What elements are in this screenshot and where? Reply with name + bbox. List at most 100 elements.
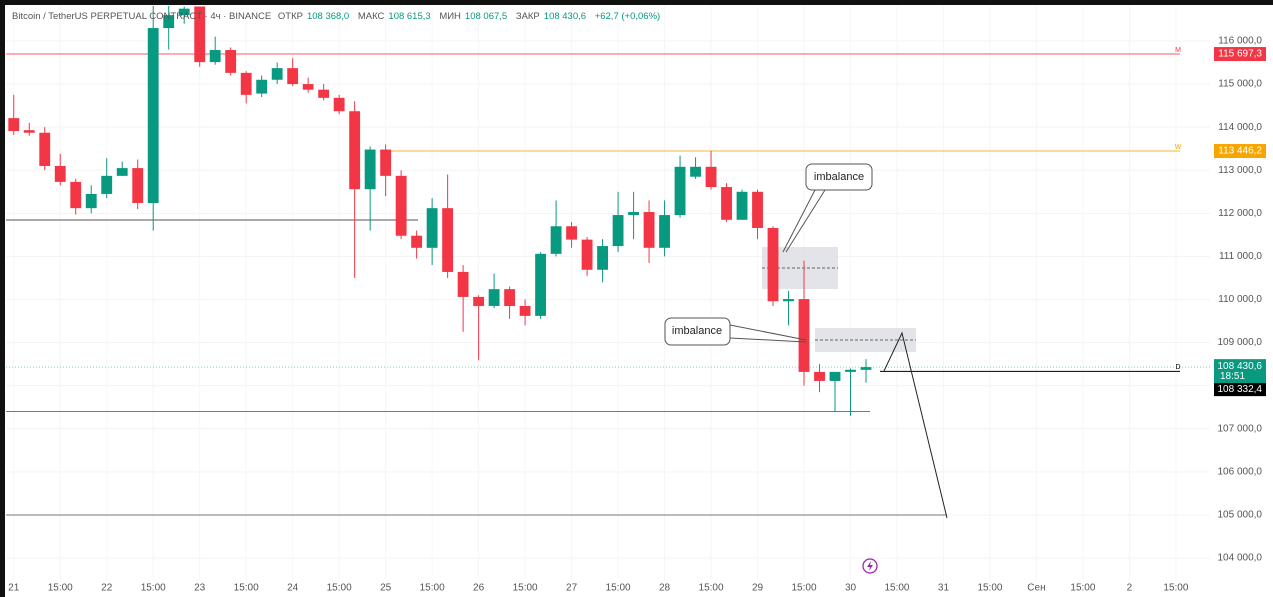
x-tick-label: 28 <box>659 583 671 594</box>
header: Bitcoin / TetherUS PERPETUAL CONTRACT · … <box>12 11 666 22</box>
x-tick-label: 15:00 <box>420 583 445 594</box>
candle-body <box>845 369 856 372</box>
y-tick-label: 109 000,0 <box>1218 337 1263 348</box>
y-tick-label: 112 000,0 <box>1218 208 1262 219</box>
candle-body <box>612 215 624 247</box>
x-tick-label: Сен <box>1027 583 1045 594</box>
event-icon[interactable] <box>862 558 878 574</box>
candle-body <box>178 8 190 16</box>
y-tick-label: 110 000,0 <box>1218 294 1262 305</box>
candle-body <box>287 68 299 85</box>
candle-body <box>163 15 175 29</box>
candle-body <box>209 50 221 63</box>
x-tick-label: 15:00 <box>977 583 1002 594</box>
x-tick-label: 15:00 <box>792 583 817 594</box>
candle-body <box>550 226 562 254</box>
candle-body <box>395 175 407 236</box>
x-tick-label: 15:00 <box>513 583 538 594</box>
x-tick-label: 15:00 <box>327 583 352 594</box>
y-tick-label: 115 000,0 <box>1218 79 1262 90</box>
change: +62,7 (+0,06%) <box>594 11 661 22</box>
candle-body <box>333 97 345 112</box>
callout-box <box>664 317 731 346</box>
ohlc-label: ЗАКР <box>515 11 540 22</box>
candle-body <box>736 191 748 220</box>
x-tick-label: 27 <box>566 583 578 594</box>
price-badge <box>1214 382 1266 397</box>
ohlc-label: МИН <box>439 11 461 22</box>
ohlc-label: МАКС <box>357 11 385 22</box>
x-tick-label: 26 <box>473 583 485 594</box>
projection-path <box>883 331 948 519</box>
y-tick-label: 107 000,0 <box>1218 423 1263 434</box>
y-tick-label: 116 000,0 <box>1218 36 1262 47</box>
candle-body <box>597 246 608 270</box>
axes: 104 000,0 105 000,0 106 000,0 107 000,0 108 … <box>8 36 1266 594</box>
x-tick-label: 22 <box>101 583 113 594</box>
ohlc-label: ОТКР <box>277 11 303 22</box>
candle-body <box>488 289 500 306</box>
candle-body <box>411 235 423 248</box>
candle-body <box>690 166 701 177</box>
x-tick-label: 31 <box>938 583 950 594</box>
candle-body <box>798 299 810 372</box>
candle-body <box>70 181 82 209</box>
x-tick-label: 15:00 <box>699 583 724 594</box>
current-price-badge <box>1214 359 1266 384</box>
candle-body <box>116 168 128 176</box>
x-tick-label: 25 <box>380 583 392 594</box>
candle-body <box>659 215 670 248</box>
candle-body <box>271 68 283 80</box>
level-tag: D <box>1175 364 1180 371</box>
candle-body <box>23 130 35 133</box>
candle-body <box>519 305 531 316</box>
x-tick-label: 21 <box>8 583 20 594</box>
candle-body <box>240 72 252 95</box>
callout-pointer <box>782 189 826 253</box>
ohlc-value: 108 067,5 <box>464 11 508 22</box>
candle-body <box>705 166 717 188</box>
candle-body <box>302 84 314 90</box>
candle-body <box>225 50 237 73</box>
candle-body <box>504 289 516 306</box>
candle-body <box>829 371 841 381</box>
y-tick-label: 113 000,0 <box>1218 165 1262 176</box>
callouts: imbalance imbalance <box>664 163 873 346</box>
candle-body <box>457 271 469 297</box>
x-tick-label: 30 <box>845 583 857 594</box>
candle-body <box>566 226 578 240</box>
x-tick-label: 15:00 <box>48 583 73 594</box>
candles <box>8 6 872 416</box>
symbol: Bitcoin / TetherUS PERPETUAL CONTRACT · … <box>12 11 272 22</box>
level-tag: M <box>1175 47 1181 54</box>
candle-body <box>147 28 159 203</box>
candle-body <box>814 371 825 381</box>
candle-body <box>349 111 361 190</box>
candle-body <box>8 118 20 132</box>
price-badge-label: 113 446,2 <box>1218 146 1262 157</box>
candle-body <box>318 89 330 98</box>
x-tick-label: 15:00 <box>234 583 259 594</box>
candle-body <box>39 132 51 166</box>
event-icon-bolt <box>867 561 873 571</box>
candle-body <box>364 149 376 190</box>
ohlc-value: 108 368,0 <box>306 11 350 22</box>
candle-body <box>426 208 438 248</box>
candle-body <box>628 212 639 216</box>
candle-body <box>752 191 763 228</box>
y-tick-label: 106 000,0 <box>1218 466 1263 477</box>
ohlc-value: 108 430,6 <box>543 11 587 22</box>
x-tick-label: 15:00 <box>141 583 166 594</box>
price-badge <box>1214 144 1266 159</box>
callout-box <box>805 163 873 191</box>
price-badge <box>1214 47 1266 62</box>
candle-body <box>860 367 872 370</box>
candle-body <box>442 208 454 272</box>
candle-body <box>783 299 794 302</box>
candle-body <box>721 187 732 220</box>
y-tick-label: 111 000,0 <box>1219 251 1262 262</box>
candle-body <box>767 227 779 302</box>
level-tag: W <box>1175 144 1182 151</box>
price-badge-label: 108 332,4 <box>1218 384 1263 395</box>
